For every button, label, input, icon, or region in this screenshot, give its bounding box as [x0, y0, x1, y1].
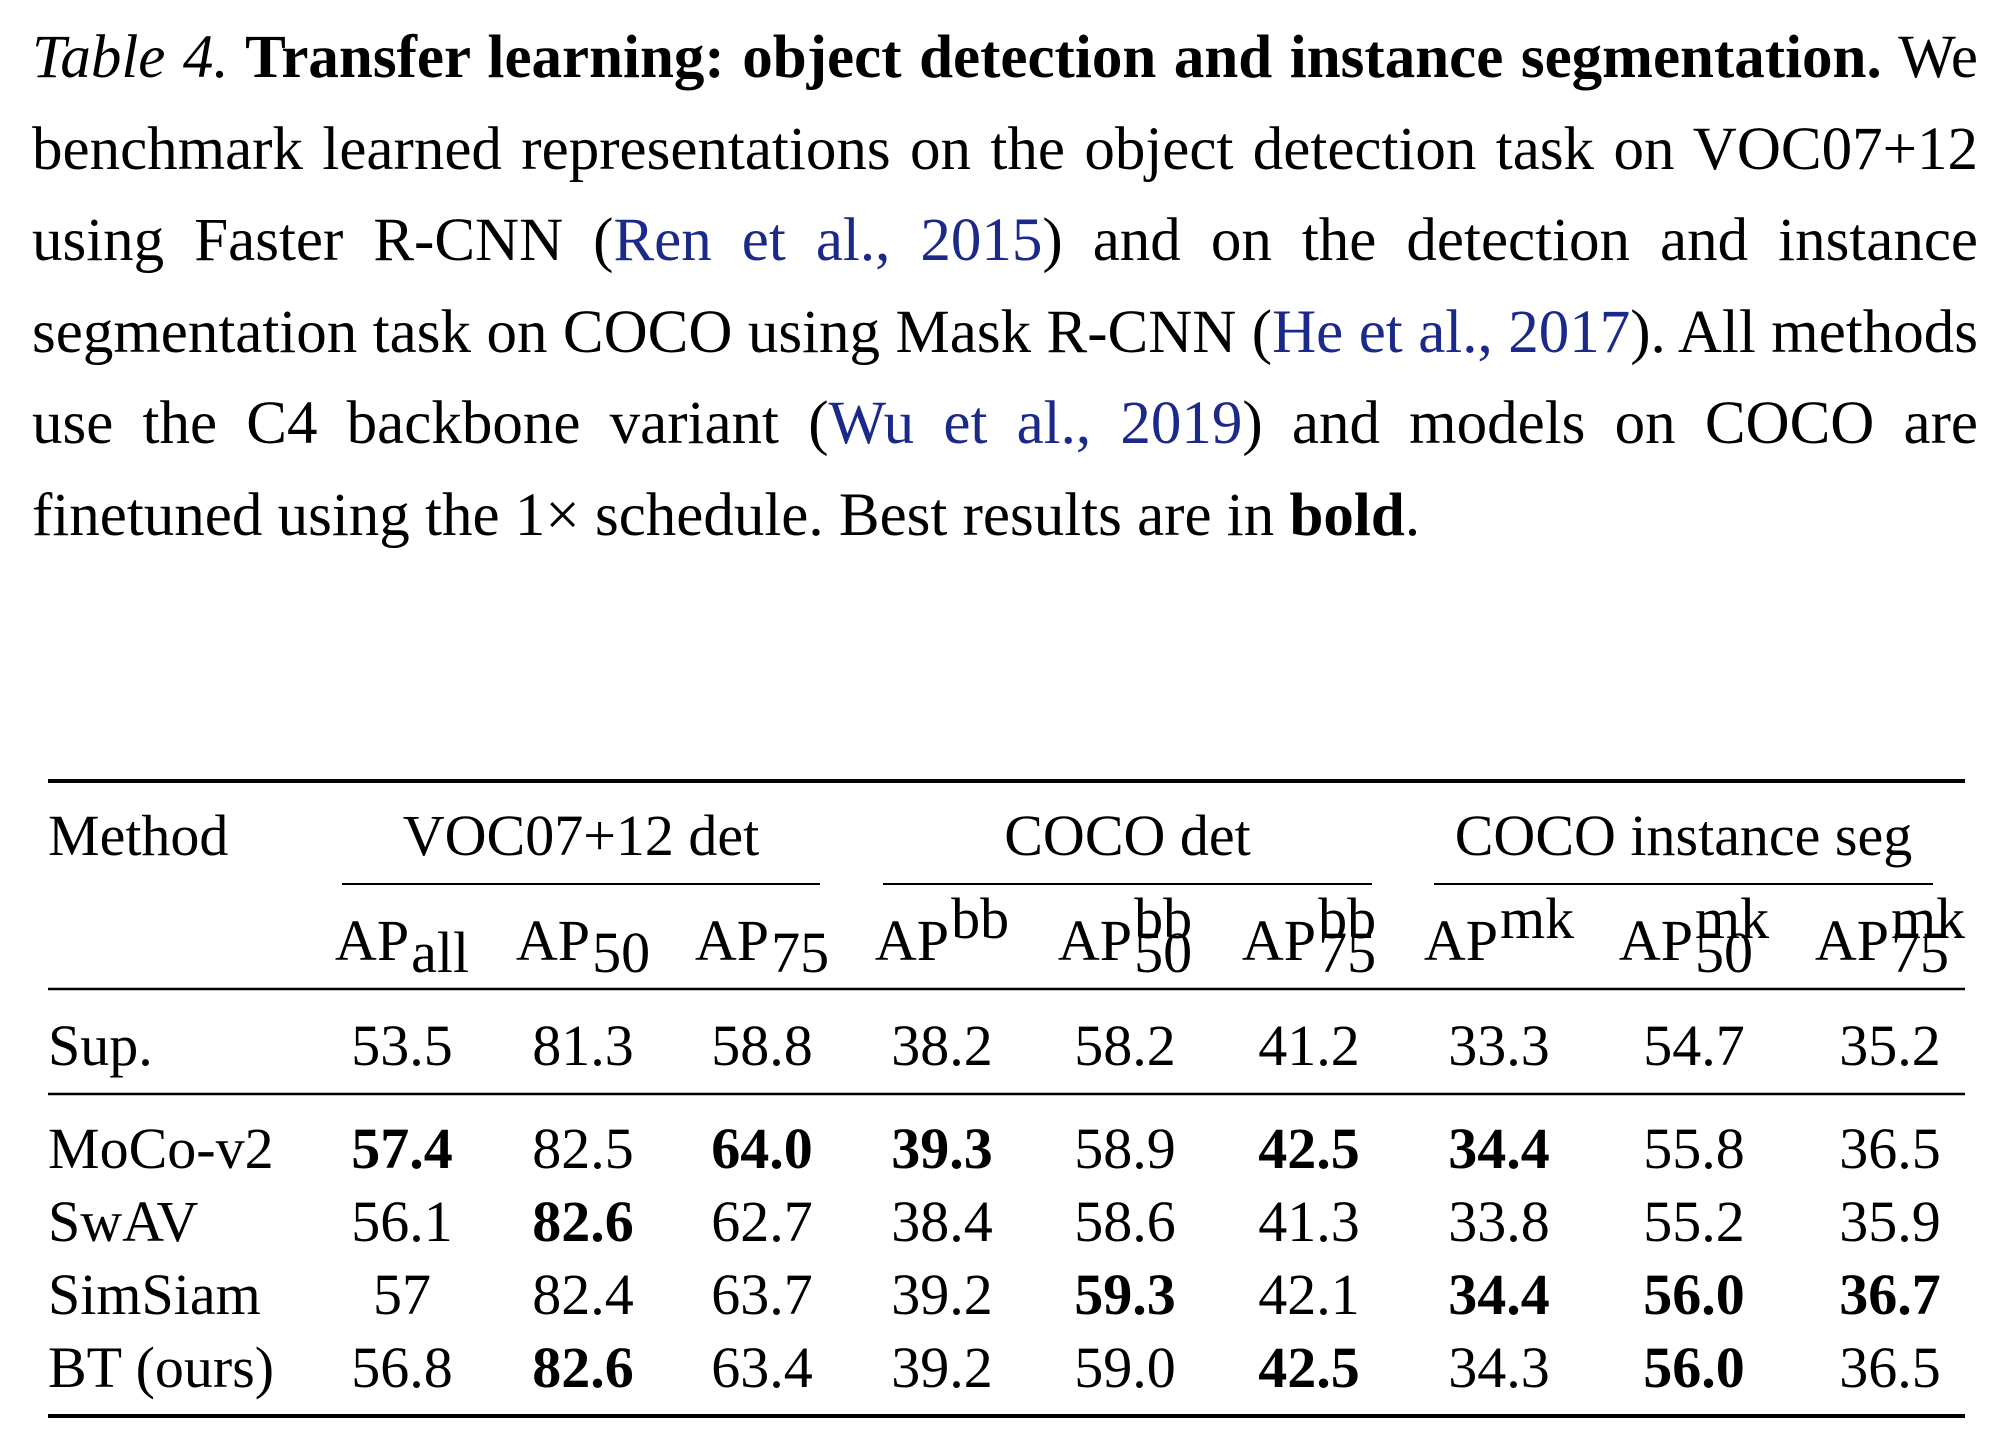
- header-base: AP: [1619, 908, 1693, 973]
- header-sup: bb: [951, 886, 1009, 951]
- table-cell: 59.3: [1074, 1262, 1176, 1327]
- table-caption: Table 4. Transfer learning: object detec…: [32, 12, 1978, 561]
- column-header: AP 50: [516, 908, 650, 985]
- table-cell: 56.8: [351, 1335, 453, 1400]
- header-base: AP: [875, 908, 949, 973]
- caption-normal: ) and on the detection and instance segm…: [32, 207, 1978, 366]
- method-name: Sup.: [48, 1013, 153, 1078]
- header-sub: 75: [1318, 920, 1376, 985]
- caption-bold: bold: [1289, 481, 1405, 549]
- table-cell: 55.2: [1643, 1189, 1745, 1254]
- caption-normal: ) and models on COCO are finetuned using…: [32, 390, 1978, 549]
- header-base: AP: [1815, 908, 1889, 973]
- table-cell: 38.2: [891, 1013, 993, 1078]
- header-sub: 50: [592, 920, 650, 985]
- caption-bold: Transfer learning: object detection and …: [228, 24, 1882, 91]
- header-sub: 50: [1134, 920, 1192, 985]
- table-cell: 59.0: [1074, 1335, 1176, 1400]
- table-cell: 42.5: [1258, 1335, 1360, 1400]
- table-cell: 63.7: [711, 1262, 813, 1327]
- column-header: Method: [48, 803, 228, 868]
- table-cell: 64.0: [711, 1116, 813, 1181]
- caption-link[interactable]: Wu et al., 2019: [828, 390, 1243, 457]
- table-cell: 36.7: [1839, 1262, 1941, 1327]
- method-name: BT (ours): [48, 1335, 274, 1400]
- table-cell: 34.4: [1448, 1116, 1550, 1181]
- header-base: AP: [1424, 908, 1498, 973]
- method-name: SwAV: [48, 1189, 199, 1254]
- header-sup: mk: [1500, 886, 1574, 951]
- header-base: AP: [335, 908, 409, 973]
- header-sub: 75: [771, 920, 829, 985]
- table-cell: 36.5: [1839, 1335, 1941, 1400]
- table-cell: 55.8: [1643, 1116, 1745, 1181]
- table-cell: 39.2: [891, 1262, 993, 1327]
- table-cell: 41.3: [1258, 1189, 1360, 1254]
- table-cell: 81.3: [532, 1013, 634, 1078]
- header-base: AP: [516, 908, 590, 973]
- caption-link[interactable]: Ren et al., 2015: [613, 207, 1043, 274]
- table-cell: 42.5: [1258, 1116, 1360, 1181]
- header-sup: mk: [1891, 886, 1965, 951]
- table-cell: 58.8: [711, 1013, 813, 1078]
- table-cell: 39.3: [891, 1116, 993, 1181]
- header-sup: bb: [1134, 886, 1192, 951]
- header-sup: mk: [1695, 886, 1769, 951]
- caption-link[interactable]: He et al., 2017: [1272, 298, 1631, 366]
- table-cell: 58.2: [1074, 1013, 1176, 1078]
- table-cell: 57: [373, 1262, 431, 1327]
- method-name: MoCo-v2: [48, 1116, 274, 1181]
- table-cell: 33.3: [1448, 1013, 1550, 1078]
- group-header: COCO det: [1004, 803, 1251, 868]
- table-cell: 56.0: [1643, 1262, 1745, 1327]
- header-sub: 50: [1695, 920, 1753, 985]
- header-sub: 75: [1891, 920, 1949, 985]
- group-header: VOC07+12 det: [403, 803, 760, 868]
- header-base: AP: [1058, 908, 1132, 973]
- header-sub: all: [411, 920, 469, 985]
- method-name: SimSiam: [48, 1262, 261, 1327]
- table-cell: 82.6: [532, 1189, 634, 1254]
- table-cell: 54.7: [1643, 1013, 1745, 1078]
- table-cell: 82.4: [532, 1262, 634, 1327]
- column-header: AP all: [335, 908, 469, 985]
- table-cell: 35.2: [1839, 1013, 1941, 1078]
- table-cell: 56.0: [1643, 1335, 1745, 1400]
- table-cell: 42.1: [1258, 1262, 1360, 1327]
- caption-normal: .: [1404, 481, 1421, 549]
- caption-normal: We benchmark learned representations on …: [32, 24, 1978, 274]
- caption-italic: Table 4.: [32, 24, 229, 91]
- table-cell: 36.5: [1839, 1116, 1941, 1181]
- group-header: COCO instance seg: [1455, 803, 1913, 868]
- header-base: AP: [695, 908, 769, 973]
- table-cell: 62.7: [711, 1189, 813, 1254]
- table-cell: 58.9: [1074, 1116, 1176, 1181]
- header-sup: bb: [1318, 886, 1376, 951]
- table-cell: 53.5: [351, 1013, 453, 1078]
- column-header: AP bb: [875, 886, 1009, 973]
- table-cell: 63.4: [711, 1335, 813, 1400]
- table-cell: 39.2: [891, 1335, 993, 1400]
- column-header: AP mk: [1424, 886, 1574, 973]
- header-base: AP: [1242, 908, 1316, 973]
- table-cell: 57.4: [351, 1116, 453, 1181]
- caption-normal: ). All methods use the C4 backbone varia…: [32, 298, 1978, 458]
- table-cell: 56.1: [351, 1189, 453, 1254]
- table-cell: 38.4: [891, 1189, 993, 1254]
- table-cell: 58.6: [1074, 1189, 1176, 1254]
- table-cell: 35.9: [1839, 1189, 1941, 1254]
- table-cell: 34.4: [1448, 1262, 1550, 1327]
- table-cell: 82.6: [532, 1335, 634, 1400]
- table-cell: 33.8: [1448, 1189, 1550, 1254]
- table-cell: 82.5: [532, 1116, 634, 1181]
- column-header: AP 75: [695, 908, 829, 985]
- table-cell: 41.2: [1258, 1013, 1360, 1078]
- table-cell: 34.3: [1448, 1335, 1550, 1400]
